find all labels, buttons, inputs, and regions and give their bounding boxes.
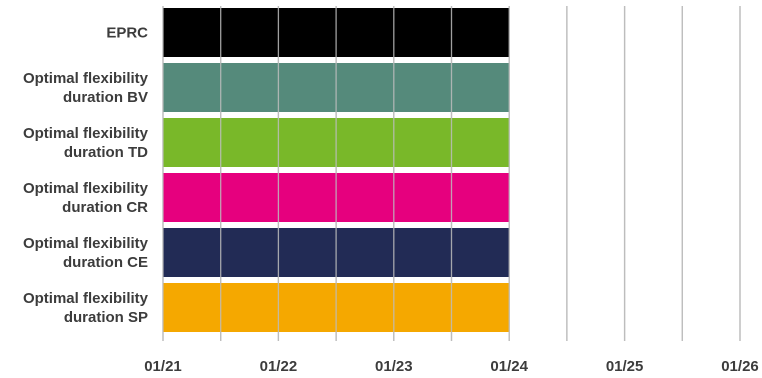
category-label: Optimal flexibility [23, 180, 149, 197]
x-tick-label: 01/23 [375, 358, 413, 375]
x-axis-tick-labels: 01/21 01/22 01/23 01/24 01/25 01/26 [144, 358, 759, 375]
category-label: duration SP [64, 309, 148, 326]
x-tick-label: 01/24 [490, 358, 528, 375]
category-label: EPRC [106, 25, 148, 42]
x-tick-label: 01/22 [260, 358, 298, 375]
category-label: Optimal flexibility [23, 125, 149, 142]
x-tick-label: 01/25 [606, 358, 644, 375]
category-label: Optimal flexibility [23, 70, 149, 87]
category-label: duration CE [63, 254, 148, 271]
category-label: duration CR [62, 199, 148, 216]
x-tick-label: 01/26 [721, 358, 759, 375]
category-label: Optimal flexibility [23, 235, 149, 252]
category-label: duration BV [63, 89, 148, 106]
category-label: duration TD [64, 144, 148, 161]
category-label: Optimal flexibility [23, 290, 149, 307]
x-tick-label: 01/21 [144, 358, 182, 375]
category-labels: EPRC Optimal flexibility duration BV Optima… [23, 25, 149, 327]
gridlines-over-bars [162, 6, 741, 341]
